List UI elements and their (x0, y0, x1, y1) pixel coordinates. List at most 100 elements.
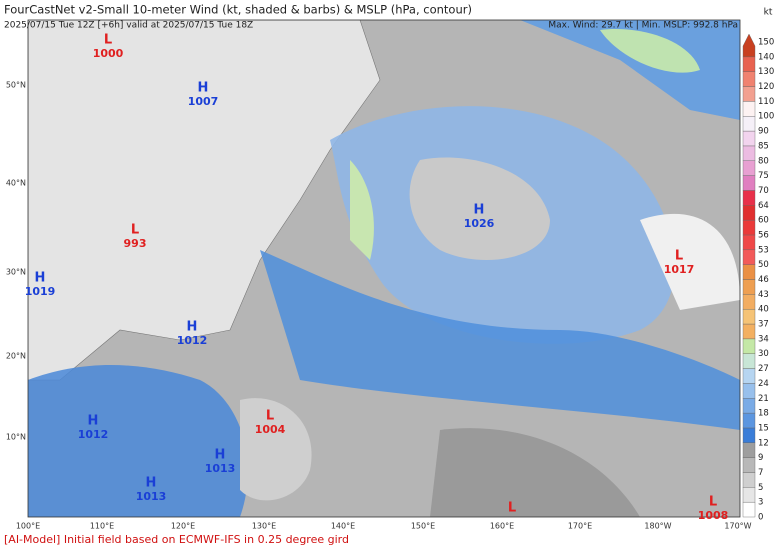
colorbar-segment (742, 353, 756, 369)
subtitle: 2025/07/15 Tue 12Z [+6h] valid at 2025/0… (4, 21, 253, 31)
colorbar-segment (742, 264, 756, 280)
lat-label: 40°N (6, 179, 26, 188)
lon-label: 170°E (568, 522, 592, 531)
lon-label: 110°E (90, 522, 114, 531)
colorbar-segment (742, 130, 756, 147)
colorbar-segment (742, 175, 756, 191)
lat-label: 10°N (6, 433, 26, 442)
colorbar-tick-label: 40 (758, 305, 769, 315)
colorbar-tick-label: 9 (758, 453, 763, 463)
center-letter: H (198, 81, 209, 96)
center-letter: L (508, 501, 516, 516)
center-pressure: 1013 (136, 490, 167, 503)
center-pressure: 1012 (78, 428, 109, 441)
colorbar-tick-label: 53 (758, 245, 769, 255)
center-pressure: 1013 (205, 462, 236, 475)
colorbar-tick-label: 37 (758, 320, 769, 330)
colorbar-segment (742, 86, 756, 102)
colorbar-segment (742, 56, 756, 72)
colorbar-segment (742, 219, 756, 236)
center-letter: H (187, 320, 198, 335)
center-letter: L (104, 33, 112, 48)
lat-label: 30°N (6, 268, 26, 277)
center-pressure: 1007 (188, 95, 219, 108)
colorbar-tick-label: 70 (758, 186, 769, 196)
colorbar-segment (742, 323, 756, 340)
center-letter: L (675, 249, 683, 264)
lat-label: 50°N (6, 81, 26, 90)
colorbar-segment (742, 442, 756, 458)
colorbar-segment (742, 101, 756, 117)
lon-label: 150°E (411, 522, 435, 531)
center-pressure: 1000 (93, 47, 124, 60)
colorbar-segment (742, 472, 756, 488)
lon-label: 100°E (16, 522, 40, 531)
colorbar-tick-label: 27 (758, 364, 769, 374)
colorbar-segment (742, 71, 756, 87)
colorbar-tick-label: 34 (758, 334, 769, 344)
lon-label: 170°W (724, 522, 751, 531)
colorbar-segment (742, 501, 756, 518)
center-pressure: 993 (124, 237, 147, 250)
colorbar-tick-label: 12 (758, 438, 769, 448)
lon-label: 120°E (171, 522, 195, 531)
center-letter: H (215, 448, 226, 463)
lon-label: 130°E (252, 522, 276, 531)
center-letter: H (35, 271, 46, 286)
center-pressure: 1026 (464, 217, 495, 230)
colorbar-segment (742, 190, 756, 206)
map-frame (27, 19, 741, 518)
colorbar-tick-label: 15 (758, 423, 769, 433)
colorbar-segment (742, 398, 756, 414)
center-letter: L (266, 409, 274, 424)
colorbar-tick-label: 120 (758, 82, 774, 92)
lon-label: 180°W (644, 522, 671, 531)
colorbar-segment (742, 427, 756, 443)
colorbar-tick-label: 150 (758, 38, 774, 48)
colorbar-segment (742, 279, 756, 295)
colorbar-segment (742, 457, 756, 473)
colorbar-segment (742, 383, 756, 399)
colorbar-tick-label: 43 (758, 290, 769, 300)
colorbar-segment (742, 160, 756, 176)
center-pressure: 1019 (25, 285, 56, 298)
colorbar-unit: kt (764, 8, 773, 18)
colorbar-tick-label: 18 (758, 409, 769, 419)
colorbar-tick-label: 100 (758, 112, 774, 122)
colorbar-tick-label: 60 (758, 216, 769, 226)
center-pressure: 1017 (664, 263, 695, 276)
colorbar-segment (742, 338, 756, 354)
colorbar-segment (742, 308, 756, 325)
footer: [AI-Model] Initial field based on ECMWF-… (4, 533, 349, 546)
colorbar-segment (742, 234, 756, 251)
colorbar-tick-label: 110 (758, 97, 774, 107)
lon-label: 160°E (490, 522, 514, 531)
colorbar-segment (742, 33, 756, 58)
colorbar-tick-label: 30 (758, 349, 769, 359)
colorbar-segment (742, 145, 756, 161)
colorbar-segment (742, 205, 756, 221)
colorbar-tick-label: 56 (758, 230, 769, 240)
center-pressure: 1008 (698, 509, 729, 522)
center-letter: H (88, 414, 99, 429)
stats: Max. Wind: 29.7 kt | Min. MSLP: 992.8 hP… (548, 21, 738, 31)
colorbar-tick-label: 21 (758, 394, 769, 404)
center-letter: L (709, 495, 717, 510)
colorbar-segment (742, 116, 756, 132)
center-letter: L (131, 223, 139, 238)
center-letter: H (146, 476, 157, 491)
colorbar-tick-label: 85 (758, 141, 769, 151)
colorbar-tick-label: 7 (758, 468, 763, 478)
center-letter: H (474, 203, 485, 218)
colorbar-tick-label: 24 (758, 379, 769, 389)
colorbar-tick-label: 140 (758, 52, 774, 62)
colorbar-tick-label: 64 (758, 201, 769, 211)
lat-label: 20°N (6, 352, 26, 361)
colorbar-segment (742, 294, 756, 310)
colorbar-segment (742, 487, 756, 503)
lon-label: 140°E (331, 522, 355, 531)
colorbar-segment (742, 368, 756, 384)
colorbar-tick-label: 0 (758, 513, 763, 523)
colorbar-segment (742, 412, 756, 429)
